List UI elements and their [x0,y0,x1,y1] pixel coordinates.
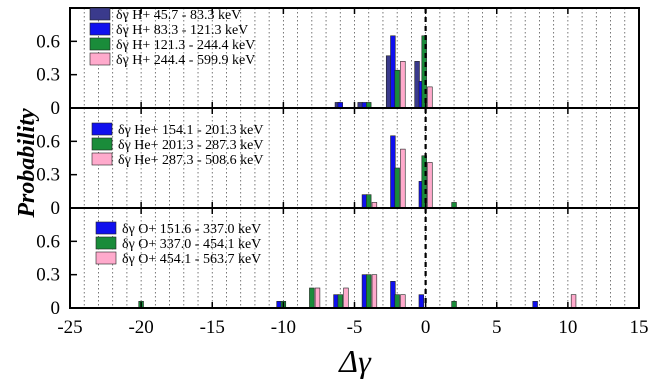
bar [309,287,315,309]
x-axis-title: Δγ [337,343,372,379]
legend-label: δγ H+ 244.4 - 599.9 keV [116,53,255,68]
bar [314,287,321,309]
legend-swatch [89,7,111,21]
bar [400,61,406,109]
x-tick-label: 15 [630,317,649,338]
legend-label: δγ He+ 201.3 - 287.3 keV [118,138,264,153]
bar [343,287,349,309]
legend-label: δγ H+ 45.7 - 83.3 keV [116,8,241,23]
legend-swatch [91,152,113,166]
y-tick-label: 0.6 [36,231,60,252]
legend-label: δγ H+ 121.3 - 244.4 keV [116,38,255,53]
y-tick-label: 0.6 [36,31,60,52]
x-tick-label: -10 [271,317,296,338]
y-tick-label: 0 [51,198,61,219]
bar [394,69,400,109]
y-tick-label: 0 [51,298,61,319]
x-tick-label: -5 [347,317,363,338]
legend-label: δγ O+ 151.6 - 337.0 keV [122,222,261,237]
bar [371,274,378,309]
bar [337,294,343,309]
bar [394,167,400,209]
legend-swatch [89,52,111,66]
bar [418,294,425,309]
bar [366,274,372,309]
legend-swatch [89,37,111,51]
legend-label: δγ He+ 287.3 - 508.6 keV [118,153,264,168]
legend-swatch [89,22,111,36]
x-tick-label: 10 [558,317,577,338]
x-axis: -25 -20 -15 -10 -5 0 5 10 15 [57,317,648,338]
bar [400,148,406,209]
bar [427,162,433,209]
legend-label: δγ O+ 337.0 - 454.1 keV [122,237,261,252]
legend-label: δγ He+ 154.1 - 201.3 keV [118,123,264,138]
legend-swatch [91,137,113,151]
bar [400,294,406,309]
y-tick-label: 0.3 [36,165,60,186]
y-axis-title: Probability [14,108,40,219]
y-tick-label: 0 [51,98,61,119]
x-tick-label: -25 [57,317,82,338]
bar [427,86,433,109]
legend-swatch [95,236,117,250]
y-tick-label: 0.3 [36,65,60,86]
x-tick-label: -20 [128,317,153,338]
legend-label: δγ H+ 83.3 - 121.3 keV [116,23,248,38]
y-tick-label: 0.6 [36,131,60,152]
legend-swatch [95,221,117,235]
bar [570,294,577,309]
legend-swatch [95,251,117,265]
x-tick-label: -15 [200,317,225,338]
bar [394,294,400,309]
x-tick-label: 0 [421,317,431,338]
x-tick-label: 5 [492,317,502,338]
y-tick-label: 0.3 [36,265,60,286]
legend-swatch [91,122,113,136]
bar [366,194,372,209]
legend-label: δγ O+ 454.1 - 563.7 keV [122,252,261,267]
